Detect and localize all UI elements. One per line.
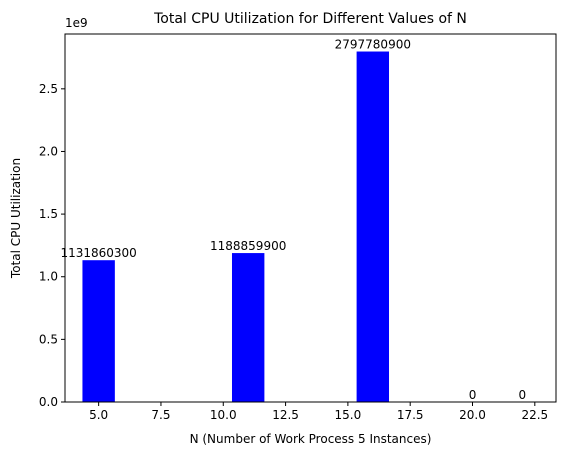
bar-1 xyxy=(82,260,115,402)
x-tick-label-7: 20.0 xyxy=(459,408,486,422)
y-tick-label-1: 0.0 xyxy=(39,395,58,409)
y-tick-label-3: 1.0 xyxy=(39,270,58,284)
data-label-3: 2797780900 xyxy=(335,38,411,52)
plot-area: 1131860300 1188859900 2797780900 0 0 xyxy=(60,38,527,403)
x-tick-label-5: 15.0 xyxy=(335,408,362,422)
y-tick-label-5: 2.0 xyxy=(39,144,58,158)
y-tick-label-4: 1.5 xyxy=(39,207,58,221)
bar-2 xyxy=(231,253,265,402)
x-tick-label-2: 7.5 xyxy=(151,408,170,422)
data-label-5: 0 xyxy=(519,388,527,402)
bar-3 xyxy=(356,51,390,403)
y-axis-label: Total CPU Utilization xyxy=(9,158,23,279)
data-label-2: 1188859900 xyxy=(210,239,286,253)
chart-title: Total CPU Utilization for Different Valu… xyxy=(153,11,467,27)
x-axis-label: N (Number of Work Process 5 Instances) xyxy=(190,432,432,446)
x-tick-label-4: 12.5 xyxy=(272,408,299,422)
y-tick-label-2: 0.5 xyxy=(39,332,58,346)
data-label-1: 1131860300 xyxy=(60,246,136,260)
y-tick-label-6: 2.5 xyxy=(39,82,58,96)
data-label-4: 0 xyxy=(469,388,477,402)
x-tick-label-6: 17.5 xyxy=(397,408,424,422)
x-tick-label-8: 22.5 xyxy=(521,408,548,422)
y-offset-label: 1e9 xyxy=(65,16,88,30)
axes-frame xyxy=(64,33,557,403)
x-tick-label-3: 10.0 xyxy=(210,408,237,422)
x-tick-label-1: 5.0 xyxy=(89,408,108,422)
